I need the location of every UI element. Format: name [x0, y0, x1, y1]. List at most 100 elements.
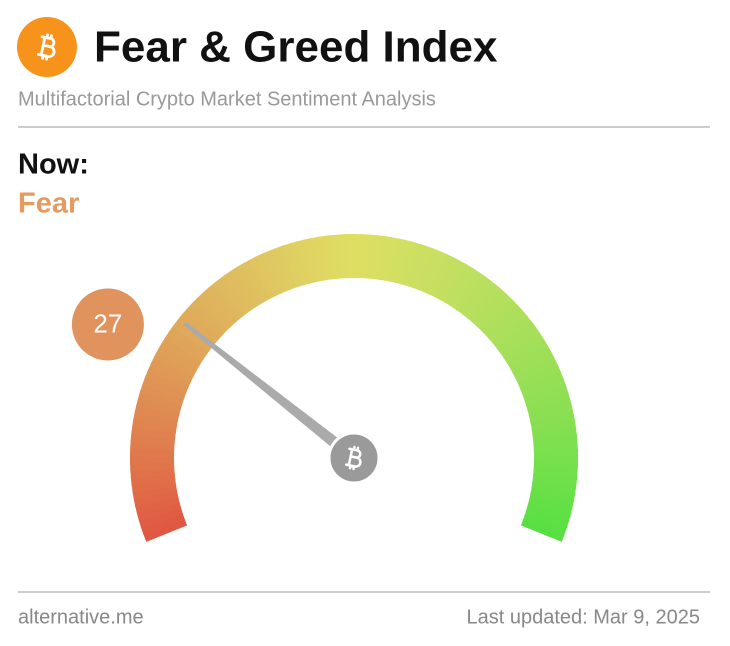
- gauge-arc-segment: [261, 250, 288, 294]
- gauge-arc-segment: [517, 364, 562, 390]
- gauge-arc-segment: [160, 337, 203, 368]
- gauge-arc-segment: [448, 267, 480, 310]
- gauge-arc-segment: [472, 289, 509, 328]
- gauge-arc-segment: [499, 326, 541, 359]
- gauge-arc-segment: [236, 262, 266, 305]
- gauge-arc-segment: [186, 302, 225, 339]
- gauge-arc-segment: [529, 405, 574, 424]
- gauge-arc-segment: [201, 287, 238, 327]
- gauge-arc-segment: [509, 345, 553, 374]
- gauge-arc-segment: [525, 391, 571, 413]
- gauge-arc-segment: [133, 489, 179, 508]
- gauge-arc-segment: [524, 508, 569, 531]
- gauge-arc-segment: [503, 332, 545, 364]
- gauge-arc-segment: [411, 245, 435, 291]
- gauge-arc-segment: [519, 371, 564, 396]
- gauge-arc-segment: [527, 497, 573, 517]
- gauge-arc-segment: [242, 259, 272, 302]
- gauge-arc-segment: [488, 309, 528, 345]
- gauge-arc-segment: [467, 284, 503, 324]
- gauge-arc-segment: [156, 343, 200, 373]
- gauge-arc-segment: [131, 478, 177, 493]
- gauge-arc-segment: [531, 420, 577, 436]
- gauge-arc-segment: [136, 501, 182, 522]
- needle: [183, 322, 358, 463]
- gauge-arc-segment: [417, 248, 442, 293]
- last-updated: Last updated: Mar 9, 2025: [467, 606, 701, 628]
- gauge-arc-segment: [529, 491, 575, 510]
- gauge-arc-segment: [150, 355, 194, 383]
- gauge-arc-segment: [530, 412, 576, 430]
- gauge-arc-segment: [153, 349, 197, 378]
- gauge-arc-segment: [296, 239, 316, 285]
- gauge-arc-segment: [480, 299, 519, 336]
- gauge-arc-segment: [310, 236, 327, 282]
- gauge-arc-segment: [282, 242, 304, 288]
- gauge-arc-segment: [248, 255, 277, 300]
- gauge-arc-segment: [527, 398, 573, 418]
- gauge-arc-segment: [147, 362, 192, 389]
- gauge-arc-segment: [134, 495, 180, 515]
- gauge-arc-segment: [388, 238, 407, 284]
- gauge-arc-segment: [134, 403, 180, 422]
- gauge-arc-segment: [438, 260, 468, 303]
- gauge-arc-segment: [268, 247, 293, 292]
- gauge-arc-segment: [522, 377, 567, 401]
- gauge-arc-segment: [136, 396, 181, 417]
- gauge-arc-segment: [512, 351, 556, 380]
- gauge-arc-segment: [533, 449, 578, 459]
- gauge-arc-segment: [400, 241, 421, 287]
- gauge-arc-segment: [524, 384, 569, 407]
- gauge-arc-segment: [212, 278, 247, 319]
- gauge-arc-segment: [137, 389, 183, 411]
- gauge-arc-segment: [422, 250, 449, 295]
- gauge-arc-segment: [476, 293, 514, 332]
- gauge-arc-segment: [142, 518, 188, 542]
- gauge-arc-segment: [383, 236, 400, 282]
- gauge-arc-segment: [303, 237, 321, 283]
- gauge-arc-segment: [522, 514, 567, 538]
- gauge-arc-segment: [453, 271, 486, 313]
- gauge-arc-segment: [168, 324, 210, 358]
- gauge-arc-segment: [140, 512, 185, 536]
- gauge-arc-segment: [496, 320, 537, 354]
- gauge-arc-segment: [172, 319, 213, 353]
- gauge-arc-segment: [427, 253, 455, 298]
- classification: Fear: [18, 188, 79, 220]
- gauge-arc-segment: [133, 410, 179, 428]
- gauge-arc-segment: [484, 304, 524, 341]
- gauge-arc-segment: [506, 338, 549, 369]
- gauge-arc-segment: [218, 274, 251, 315]
- gauge-arc-segment: [164, 330, 206, 363]
- value-badge: [71, 288, 144, 361]
- gauge-arc-segment: [346, 234, 357, 279]
- gauge: 27: [71, 234, 579, 542]
- gauge-arc-segment: [230, 266, 261, 309]
- gauge-arc-segment: [520, 519, 565, 542]
- gauge-arc-segment: [132, 484, 178, 500]
- source: alternative.me: [18, 606, 144, 628]
- gauge-arc-segment: [255, 252, 282, 297]
- gauge-arc-segment: [443, 263, 474, 306]
- gauge-arc-segment: [191, 297, 229, 335]
- gauge-arc-segment: [275, 245, 299, 290]
- gauge-arc-segment: [458, 275, 492, 316]
- gauge-arc-segment: [224, 270, 256, 312]
- gauge-arc-segment: [181, 308, 221, 344]
- title: Fear & Greed Index: [94, 23, 498, 72]
- gauge-arc-segment: [206, 283, 242, 323]
- gauge-arc-segment: [142, 375, 187, 400]
- subtitle: Multifactorial Crypto Market Sentiment A…: [18, 88, 436, 110]
- gauge-arc-segment: [406, 243, 428, 289]
- value-label: 27: [93, 308, 122, 338]
- gauge-arc-segment: [289, 241, 310, 286]
- gauge-arc-segment: [138, 507, 184, 529]
- gauge-arc-segment: [433, 256, 462, 300]
- gauge-arc-segment: [196, 292, 233, 331]
- now-label: Now:: [18, 149, 89, 181]
- gauge-arc-segment: [463, 279, 498, 320]
- gauge-arc-segment: [492, 315, 533, 350]
- gauge-arc-segment: [144, 369, 189, 394]
- gauge-arc-segment: [526, 503, 571, 524]
